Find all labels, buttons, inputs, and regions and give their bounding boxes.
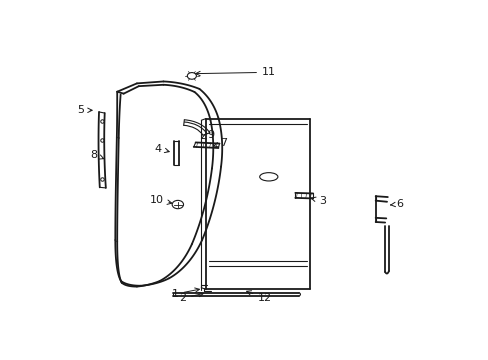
Text: 3: 3	[310, 196, 325, 206]
Text: 9: 9	[201, 130, 214, 140]
Text: 1: 1	[171, 288, 199, 299]
Text: 10: 10	[149, 195, 171, 205]
Text: 11: 11	[195, 67, 275, 77]
Text: 5: 5	[78, 105, 92, 115]
Text: 4: 4	[154, 144, 169, 153]
Text: 12: 12	[246, 291, 272, 303]
Text: 8: 8	[90, 150, 103, 159]
Text: 6: 6	[390, 199, 403, 209]
Text: 7: 7	[213, 138, 227, 148]
Text: 2: 2	[179, 292, 203, 303]
